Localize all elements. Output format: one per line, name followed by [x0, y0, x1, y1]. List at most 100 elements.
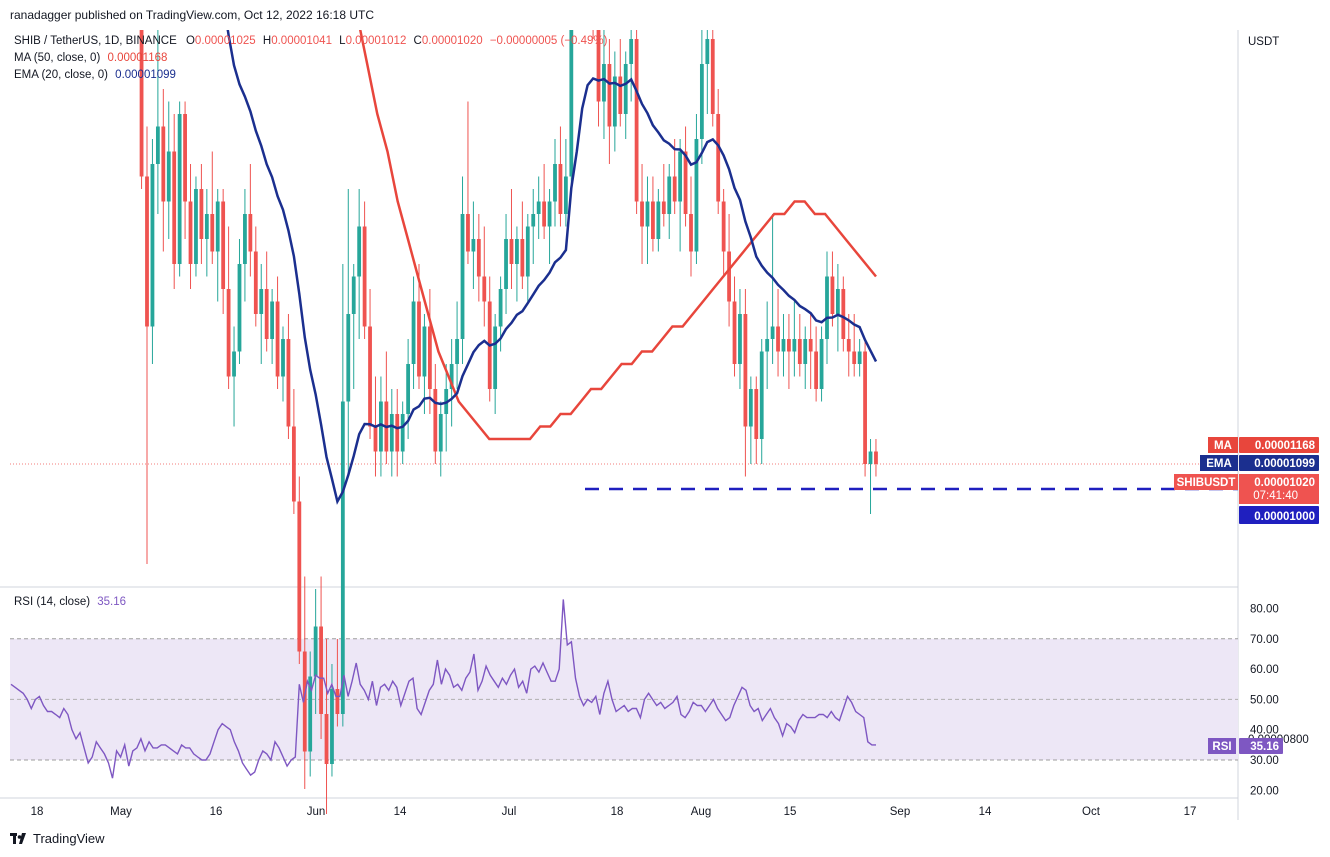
- candle: [259, 264, 264, 364]
- candle-body: [667, 176, 672, 214]
- candle-body: [291, 426, 296, 502]
- chart-pane[interactable]: USDT0.000026000.000024000.000022000.0000…: [0, 30, 1330, 830]
- candle-body: [449, 364, 454, 389]
- candle: [683, 126, 688, 227]
- candle: [422, 314, 427, 414]
- footer: TradingView: [10, 831, 105, 846]
- candle: [672, 139, 677, 214]
- candle: [379, 376, 383, 477]
- time-tick-label: Oct: [1082, 806, 1101, 818]
- candle: [243, 189, 247, 302]
- candle-body: [863, 351, 867, 464]
- candle-body: [362, 226, 367, 327]
- chart-svg[interactable]: USDT0.000026000.000024000.000022000.0000…: [0, 30, 1330, 830]
- candle-body: [792, 339, 797, 352]
- candle: [596, 30, 601, 127]
- candle: [645, 176, 650, 264]
- candle-body: [389, 414, 394, 452]
- candle-body: [504, 239, 508, 289]
- candle-body: [629, 39, 634, 64]
- candle: [770, 214, 775, 364]
- ma-legend-label: MA (50, close, 0): [14, 52, 101, 64]
- candle: [602, 30, 606, 139]
- top-bar: ranadagger published on TradingView.com,…: [0, 0, 1330, 30]
- candle: [808, 314, 813, 389]
- candle-body: [155, 126, 160, 164]
- candle: [351, 264, 356, 389]
- candle-body: [705, 39, 710, 64]
- candle: [781, 314, 786, 377]
- symbol-name: SHIB / TetherUS, 1D, BINANCE: [14, 35, 177, 47]
- candle-body: [732, 301, 737, 364]
- level-1000-tag-bg: [1239, 506, 1319, 524]
- candle-body: [814, 351, 819, 389]
- footer-brand: TradingView: [33, 831, 105, 846]
- candle: [455, 301, 459, 389]
- candle-body: [835, 289, 840, 314]
- change-value: −0.00000005 (−0.49%): [489, 35, 608, 47]
- candle: [863, 339, 867, 477]
- ema-tag-value-bg: [1239, 455, 1319, 471]
- candle: [656, 189, 661, 252]
- candle: [520, 201, 525, 289]
- ma-legend: MA (50, close, 0) 0.00001168: [14, 52, 167, 64]
- candle: [678, 139, 683, 252]
- candle: [754, 376, 759, 464]
- ema-legend-value: 0.00001099: [115, 69, 176, 81]
- candle: [438, 401, 443, 477]
- candle-body: [623, 64, 628, 114]
- candle: [835, 264, 840, 352]
- ma-tag-value-bg: [1239, 437, 1319, 453]
- candle-body: [313, 626, 318, 677]
- candle-body: [759, 351, 764, 439]
- candle-body: [493, 326, 498, 389]
- candle: [215, 189, 220, 302]
- candle-body: [498, 289, 503, 327]
- candle: [487, 276, 492, 402]
- candle-body: [656, 201, 661, 239]
- candle-body: [183, 114, 187, 202]
- candle-body: [710, 39, 715, 114]
- candle-body: [351, 276, 356, 314]
- candle: [651, 176, 655, 252]
- open-label: O: [185, 35, 195, 47]
- candle: [482, 226, 487, 327]
- candle: [765, 301, 770, 389]
- candle-body: [618, 76, 623, 114]
- candle-body: [433, 389, 438, 452]
- candle: [661, 164, 666, 227]
- candle: [841, 276, 846, 352]
- candle: [792, 301, 797, 377]
- candle: [324, 639, 329, 814]
- candle: [857, 339, 862, 377]
- candle-body: [509, 239, 514, 264]
- candle-body: [248, 214, 253, 252]
- candle-body: [194, 189, 198, 264]
- candle: [471, 201, 476, 289]
- candle-body: [226, 289, 231, 377]
- low-value: 0.00001012: [345, 35, 407, 47]
- candle-body: [275, 301, 280, 377]
- candle: [188, 164, 193, 289]
- rsi-tick-label: 60.00: [1250, 664, 1279, 676]
- candle-body: [264, 289, 269, 339]
- price-tag-bg: [1239, 474, 1319, 504]
- candle: [427, 289, 432, 414]
- candle: [194, 176, 198, 277]
- candle-body: [721, 201, 726, 252]
- time-tick-label: May: [110, 806, 132, 818]
- close-value: 0.00001020: [421, 35, 483, 47]
- candle: [874, 439, 878, 477]
- candle-body: [520, 239, 525, 277]
- candle: [177, 101, 182, 277]
- candle-body: [531, 214, 536, 227]
- candle-body: [357, 226, 362, 277]
- candle-body: [748, 389, 753, 427]
- candle-body: [210, 214, 215, 252]
- candle-body: [634, 39, 639, 202]
- candle: [553, 139, 557, 227]
- candle-body: [253, 251, 258, 314]
- candle-body: [476, 239, 481, 277]
- time-tick-label: 14: [979, 806, 992, 818]
- candle: [819, 326, 824, 402]
